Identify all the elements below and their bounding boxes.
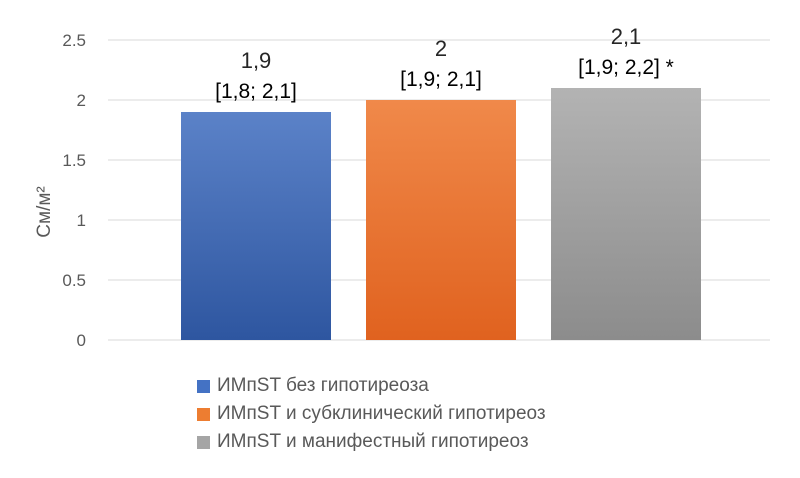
- bar: [551, 88, 701, 340]
- data-label-value: 2,1: [611, 24, 642, 49]
- legend-label: ИМпST и манифестный гипотиреоз: [217, 431, 529, 452]
- data-label-value: 1,9: [241, 48, 272, 73]
- y-tick-label: 0.5: [62, 271, 86, 290]
- y-tick-label: 1: [77, 211, 86, 230]
- y-axis-ticks: 0 0.5 1 1.5 2 2.5: [62, 31, 86, 350]
- y-tick-label: 2.5: [62, 31, 86, 50]
- data-label-value: 2: [435, 36, 447, 61]
- legend-swatch-1: [197, 379, 210, 393]
- legend: ИМпST без гипотиреоза ИМпST и субклиниче…: [197, 372, 546, 456]
- legend-label: ИМпST без гипотиреоза: [217, 375, 429, 396]
- bar: [181, 112, 331, 340]
- y-tick-label: 0: [77, 331, 86, 350]
- bar-chart: 0 0.5 1 1.5 2 2.5 См/м² 1,9 [1,8; 2,1] 2 [1,9; 2…: [34, 24, 770, 350]
- data-label-interval: [1,9; 2,2] *: [578, 56, 674, 79]
- data-label-interval: [1,8; 2,1]: [215, 80, 297, 103]
- legend-label: ИМпST и субклинический гипотиреоз: [217, 403, 546, 424]
- y-tick-label: 2: [77, 91, 86, 110]
- legend-item: ИМпST и субклинический гипотиреоз: [197, 400, 546, 428]
- bar: [366, 100, 516, 340]
- legend-item: ИМпST и манифестный гипотиреоз: [197, 428, 546, 456]
- y-tick-label: 1.5: [62, 151, 86, 170]
- y-axis-label: См/м²: [34, 186, 55, 237]
- legend-item: ИМпST без гипотиреоза: [197, 372, 546, 400]
- data-labels: 1,9 [1,8; 2,1] 2 [1,9; 2,1] 2,1 [1,9; 2,2] *: [215, 24, 674, 103]
- data-label-interval: [1,9; 2,1]: [400, 68, 482, 91]
- bars: [181, 88, 701, 340]
- legend-swatch-3: [197, 435, 210, 449]
- legend-swatch-2: [197, 407, 210, 421]
